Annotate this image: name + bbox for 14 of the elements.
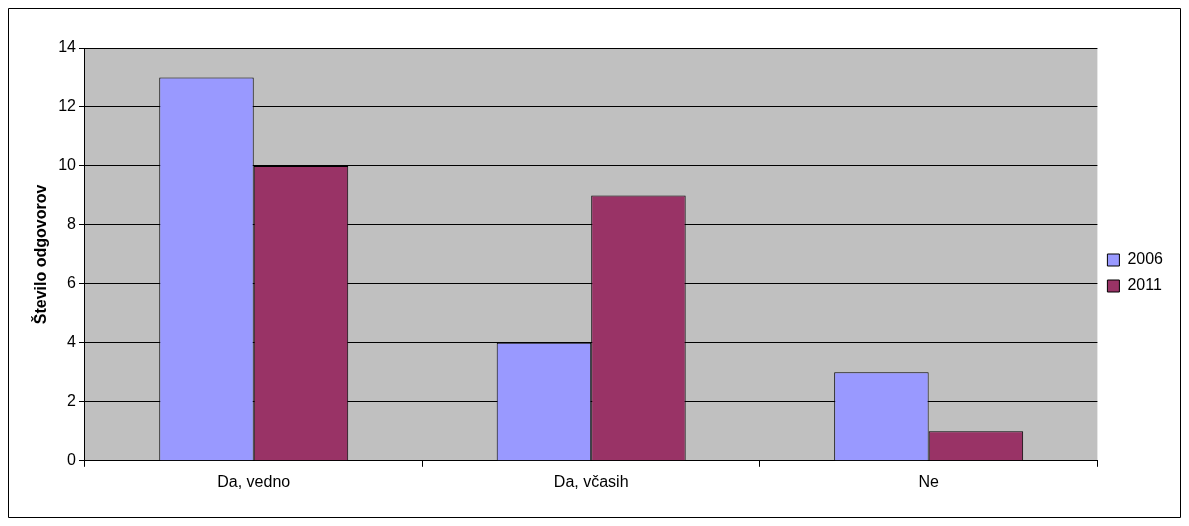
y-tick-label: 14	[58, 38, 77, 56]
y-tick-label: 2	[67, 392, 77, 410]
y-tick-label: 12	[58, 97, 77, 115]
legend-label: 2006	[1127, 250, 1164, 268]
y-axis-title: Število odgovorov	[31, 184, 50, 325]
x-tick-label: Ne	[918, 472, 939, 490]
y-tick-label: 0	[67, 451, 77, 469]
y-tick-label: 6	[67, 274, 77, 292]
legend-label: 2011	[1127, 276, 1162, 294]
x-tick-label: Da, vedno	[217, 472, 291, 490]
y-tick-label: 10	[58, 156, 77, 174]
y-tick-label: 4	[67, 333, 77, 351]
x-tick-label: Da, včasih	[553, 472, 629, 490]
y-tick-label: 8	[67, 215, 77, 233]
